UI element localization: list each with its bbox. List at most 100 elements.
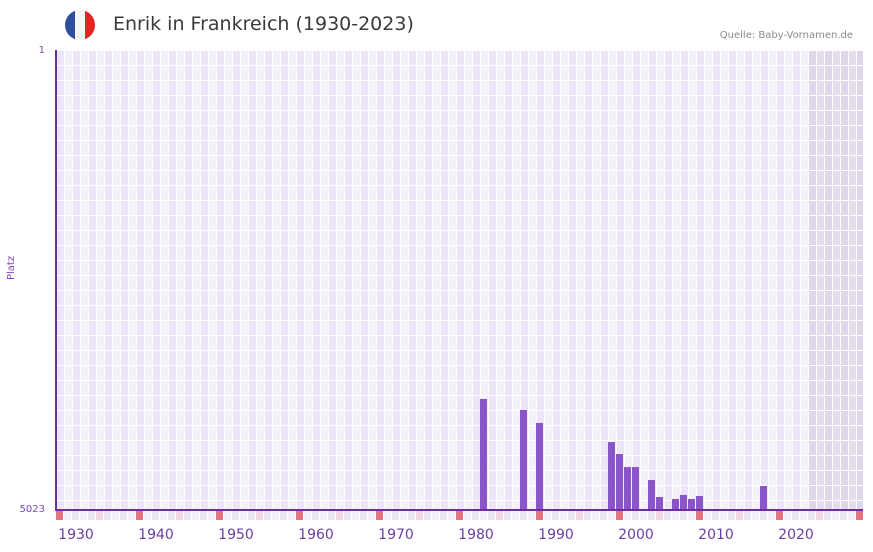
half-decade-marker — [576, 511, 583, 520]
year-cell — [520, 511, 527, 520]
year-cell — [320, 511, 327, 520]
year-cell — [800, 511, 807, 520]
year-cell — [632, 511, 639, 520]
year-cell — [120, 511, 127, 520]
year-cell — [704, 511, 711, 520]
decade-marker — [856, 511, 863, 520]
year-cell — [408, 511, 415, 520]
year-cell — [104, 511, 111, 520]
bar-2000 — [632, 467, 639, 510]
year-cell — [768, 511, 775, 520]
year-cell — [80, 511, 87, 520]
bar-2016 — [760, 486, 767, 510]
source-label: Quelle: Baby-Vornamen.de — [719, 30, 853, 41]
year-cell — [840, 511, 847, 520]
y-label-bottom: 5023 — [19, 504, 45, 515]
year-cell — [440, 511, 447, 520]
year-cell — [232, 511, 239, 520]
year-cell — [720, 511, 727, 520]
y-label-top: 1 — [38, 45, 45, 56]
year-cell — [424, 511, 431, 520]
year-cell — [600, 511, 607, 520]
year-cell — [648, 511, 655, 520]
half-decade-marker — [656, 511, 663, 520]
year-cell — [240, 511, 247, 520]
year-cell — [680, 511, 687, 520]
year-cell — [192, 511, 199, 520]
chart-title: Enrik in Frankreich (1930-2023) — [113, 13, 414, 35]
year-cell — [544, 511, 551, 520]
year-cell — [200, 511, 207, 520]
year-cell — [264, 511, 271, 520]
year-cell — [128, 511, 135, 520]
year-cell — [432, 511, 439, 520]
year-cell — [808, 511, 815, 520]
year-cell — [64, 511, 71, 520]
year-cell — [848, 511, 855, 520]
year-cell — [464, 511, 471, 520]
year-cell — [160, 511, 167, 520]
year-cell — [584, 511, 591, 520]
bar-2002 — [648, 480, 655, 510]
year-cell — [728, 511, 735, 520]
bar-1999 — [624, 467, 631, 510]
half-decade-marker — [256, 511, 263, 520]
year-cell — [832, 511, 839, 520]
bar-1998 — [616, 454, 623, 510]
year-cell — [248, 511, 255, 520]
bar-1997 — [608, 442, 615, 510]
year-cell — [368, 511, 375, 520]
year-cell — [712, 511, 719, 520]
x-label-2020: 2020 — [778, 527, 814, 543]
half-decade-marker — [496, 511, 503, 520]
decade-marker — [296, 511, 303, 520]
year-cell — [88, 511, 95, 520]
half-decade-marker — [176, 511, 183, 520]
year-cell — [72, 511, 79, 520]
x-label-1970: 1970 — [378, 527, 414, 543]
half-decade-marker — [336, 511, 343, 520]
half-decade-marker — [736, 511, 743, 520]
year-cell — [328, 511, 335, 520]
chart-grid — [57, 51, 863, 510]
year-cell — [824, 511, 831, 520]
bar-2003 — [656, 496, 663, 510]
year-cell — [184, 511, 191, 520]
year-cell — [752, 511, 759, 520]
year-cell — [168, 511, 175, 520]
decade-marker — [376, 511, 383, 520]
france-flag-icon — [65, 10, 95, 40]
year-cell — [664, 511, 671, 520]
year-cell — [400, 511, 407, 520]
year-cell — [352, 511, 359, 520]
bar-2007 — [688, 499, 695, 510]
year-cell — [560, 511, 567, 520]
decade-marker — [136, 511, 143, 520]
decade-marker — [216, 511, 223, 520]
decade-marker — [776, 511, 783, 520]
x-label-1990: 1990 — [538, 527, 574, 543]
year-cell — [384, 511, 391, 520]
x-label-1930: 1930 — [58, 527, 94, 543]
x-label-1950: 1950 — [218, 527, 254, 543]
x-label-2010: 2010 — [698, 527, 734, 543]
year-cell — [528, 511, 535, 520]
year-cell — [448, 511, 455, 520]
year-cell — [784, 511, 791, 520]
year-cell — [304, 511, 311, 520]
year-cell — [624, 511, 631, 520]
year-cell — [688, 511, 695, 520]
x-label-1980: 1980 — [458, 527, 494, 543]
bar-2005 — [672, 499, 679, 510]
half-decade-marker — [416, 511, 423, 520]
year-cell — [208, 511, 215, 520]
year-cell — [280, 511, 287, 520]
decade-marker — [536, 511, 543, 520]
year-cell — [224, 511, 231, 520]
x-label-1960: 1960 — [298, 527, 334, 543]
decade-marker — [56, 511, 63, 520]
year-cell — [272, 511, 279, 520]
year-cell — [744, 511, 751, 520]
year-cell — [792, 511, 799, 520]
bar-1988 — [536, 422, 543, 510]
